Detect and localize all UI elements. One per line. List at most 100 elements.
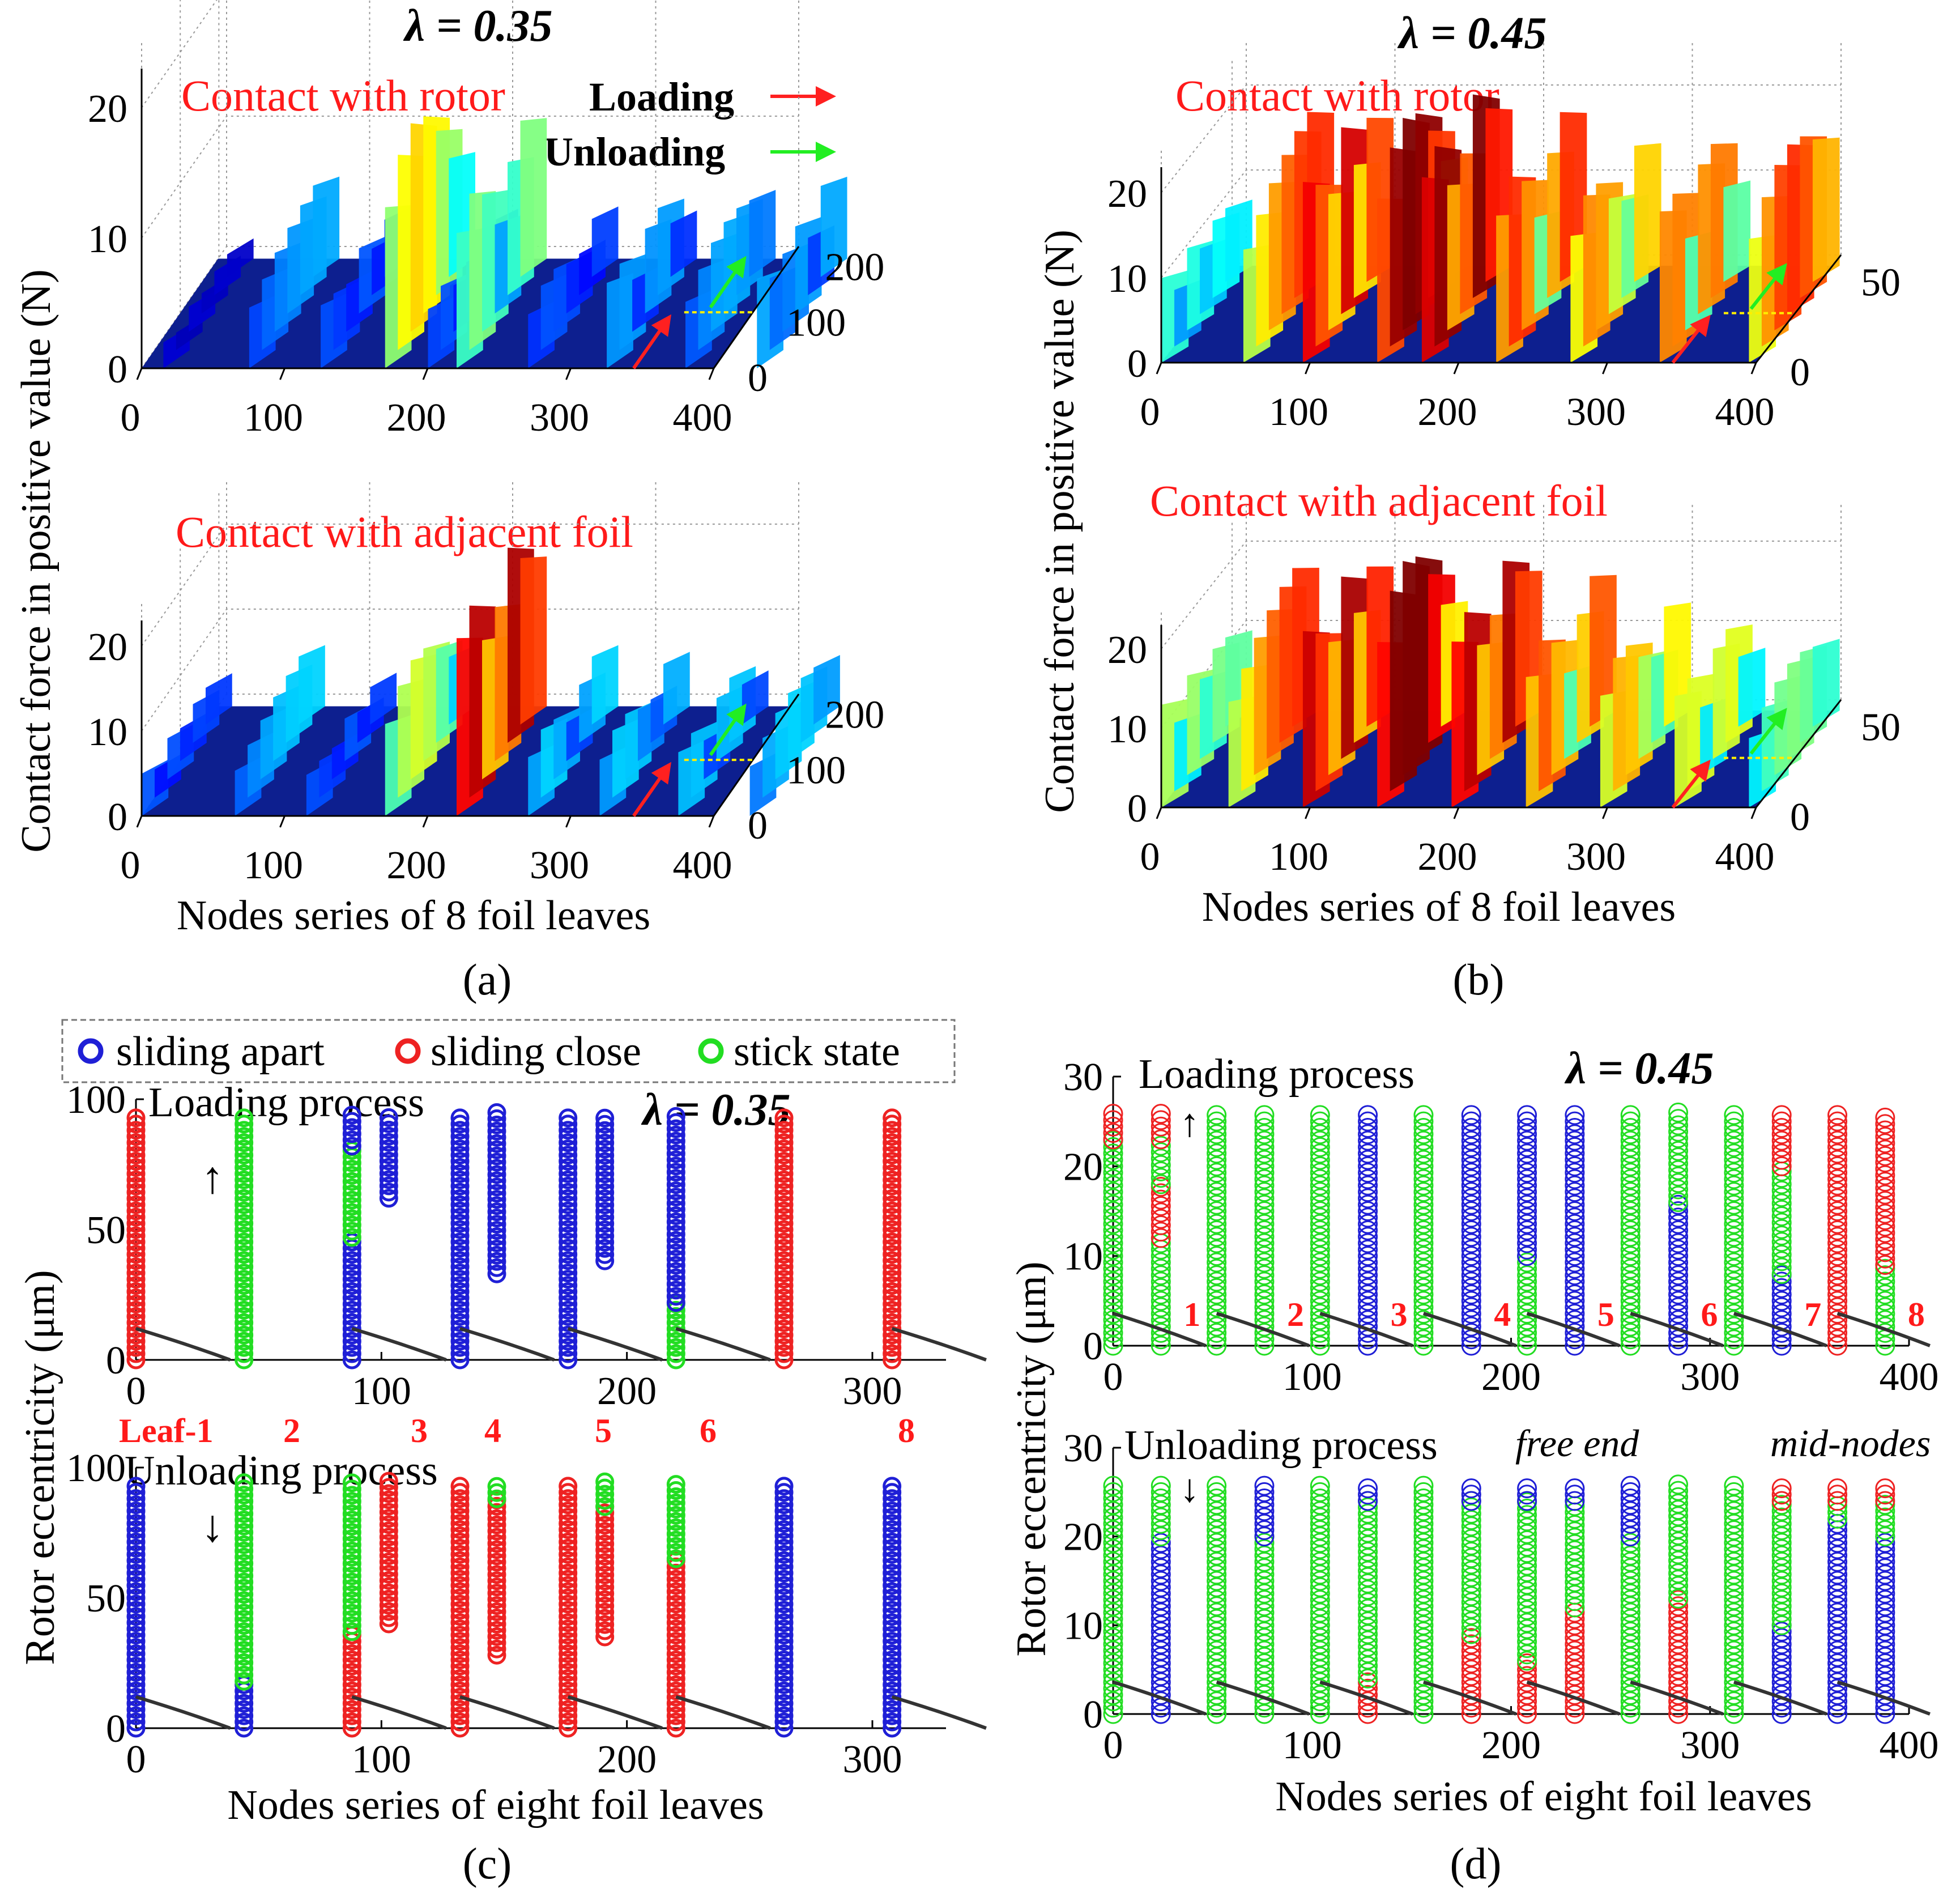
x-tick-label: 100 [1269, 390, 1328, 434]
state-marker [235, 1251, 254, 1270]
state-marker [1724, 1175, 1744, 1196]
legend-loading-label: Loading [589, 74, 734, 120]
state-marker [1724, 1329, 1744, 1350]
state-marker [1517, 1201, 1537, 1221]
state-marker [487, 1134, 506, 1153]
state-marker [379, 1158, 398, 1177]
state-marker [1668, 1544, 1689, 1564]
state-marker [1827, 1194, 1848, 1215]
state-marker [1151, 1640, 1171, 1661]
state-marker [1771, 1653, 1792, 1673]
y-tick-label: 50 [1861, 706, 1901, 750]
state-marker [1207, 1265, 1227, 1286]
state-marker [379, 1164, 398, 1183]
state-marker [1771, 1187, 1792, 1207]
state-marker [487, 1245, 506, 1265]
state-marker [1310, 1583, 1330, 1604]
state-marker [1310, 1596, 1330, 1617]
state-marker [1461, 1510, 1481, 1530]
panel-d: Loading process ↑ λ = 0.45 0 100 200 300 400… [1008, 1044, 1939, 1888]
state-marker [1413, 1194, 1434, 1215]
state-marker [595, 1509, 615, 1529]
state-marker [342, 1130, 361, 1150]
state-marker [126, 1288, 146, 1307]
state-marker [487, 1639, 506, 1658]
state-marker [595, 1522, 615, 1541]
state-marker [1103, 1163, 1123, 1183]
state-marker [126, 1681, 146, 1700]
state-marker [1724, 1105, 1744, 1125]
state-marker [774, 1176, 794, 1196]
state-marker [1413, 1246, 1434, 1266]
state-marker [1668, 1160, 1689, 1180]
panel-a: λ = 0.35 Contact with rotor Loading Unlo… [13, 0, 884, 1004]
state-marker [1875, 1229, 1895, 1249]
panel-b-lambda: λ = 0.45 [1397, 8, 1546, 58]
state-marker [342, 1300, 361, 1320]
state-marker [235, 1201, 254, 1220]
x-tick-label: 200 [597, 1370, 657, 1413]
state-marker [126, 1264, 146, 1283]
state-marker [1207, 1672, 1227, 1692]
state-marker [1207, 1596, 1227, 1617]
state-marker [883, 1520, 902, 1539]
state-marker [342, 1681, 361, 1700]
state-marker [1620, 1539, 1641, 1559]
state-marker [1103, 1666, 1123, 1686]
annotation-mid-nodes: mid-nodes [1770, 1422, 1931, 1465]
state-marker [126, 1214, 146, 1233]
state-marker [379, 1564, 398, 1584]
state-marker [595, 1226, 615, 1245]
state-marker [487, 1221, 506, 1240]
panel-c-leaf-labels: Leaf-1 2 3 4 5 6 8 [119, 1412, 915, 1449]
loading-direction-arrow [1671, 759, 1711, 809]
state-marker [559, 1613, 578, 1632]
state-marker [1310, 1691, 1330, 1712]
state-marker [450, 1619, 470, 1639]
state-marker [595, 1220, 615, 1239]
state-marker [1103, 1647, 1123, 1667]
state-marker [666, 1319, 685, 1338]
state-marker [1358, 1291, 1378, 1311]
state-marker [1103, 1123, 1123, 1143]
state-marker [1827, 1666, 1848, 1686]
state-marker [883, 1626, 902, 1645]
state-marker [1461, 1258, 1481, 1279]
state-marker [1875, 1146, 1895, 1166]
y-tick-label: 0 [748, 804, 768, 848]
state-marker [1358, 1649, 1378, 1670]
state-marker [1620, 1182, 1641, 1202]
state-marker [1620, 1634, 1641, 1655]
surface-ridge [1738, 648, 1766, 727]
leaf-label-4: 4 [484, 1412, 501, 1449]
state-marker [450, 1570, 470, 1589]
state-marker [1517, 1105, 1537, 1125]
y-tick-label: 50 [86, 1209, 126, 1252]
x-tick-label: 0 [1140, 390, 1160, 434]
state-marker [1254, 1609, 1275, 1629]
state-marker [1310, 1310, 1330, 1330]
state-marker [883, 1226, 902, 1245]
z-tick-label: 10 [88, 711, 127, 754]
state-marker [1358, 1271, 1378, 1292]
state-marker [1565, 1117, 1585, 1138]
surface-ridge [1812, 137, 1840, 282]
state-marker [1724, 1310, 1744, 1330]
state-marker [1461, 1611, 1481, 1632]
state-marker [1620, 1329, 1641, 1350]
state-marker [1724, 1182, 1744, 1202]
state-marker [487, 1196, 506, 1215]
x-tick-label: 0 [1103, 1724, 1123, 1767]
state-marker [1254, 1124, 1275, 1145]
state-marker [1103, 1258, 1123, 1279]
state-marker [235, 1498, 254, 1517]
state-marker [1461, 1542, 1481, 1562]
x-tick-label: 300 [843, 1370, 902, 1413]
state-marker [1358, 1105, 1378, 1125]
state-marker [1461, 1478, 1481, 1499]
state-marker [487, 1577, 506, 1597]
state-marker [1358, 1522, 1378, 1543]
state-marker [487, 1477, 506, 1496]
